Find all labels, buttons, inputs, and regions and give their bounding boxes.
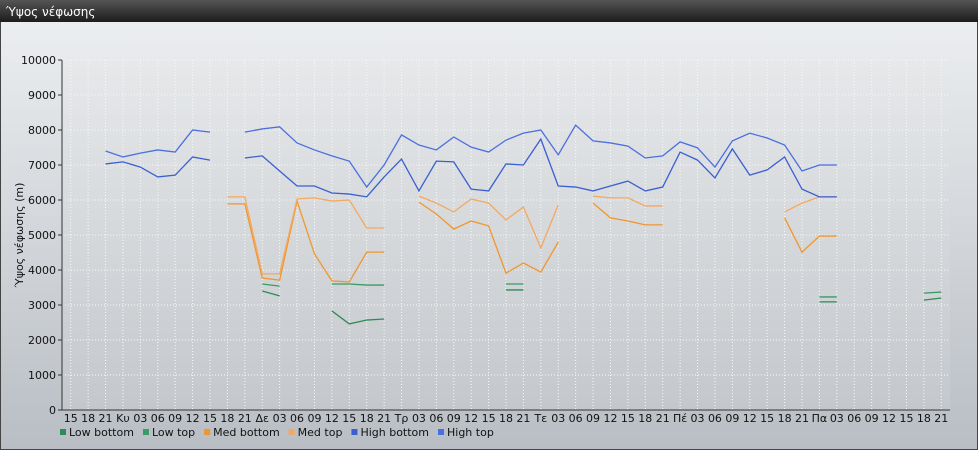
x-tick-label: 09 xyxy=(168,412,182,425)
chart-title: Ύψος νέφωσης xyxy=(5,5,95,19)
x-tick-label: 21 xyxy=(99,412,113,425)
legend-swatch xyxy=(438,429,444,435)
x-tick-label: Δε xyxy=(255,412,269,425)
x-tick-label: 21 xyxy=(795,412,809,425)
x-tick-label: 09 xyxy=(586,412,600,425)
series-line xyxy=(227,198,837,283)
x-tick-label: 06 xyxy=(847,412,861,425)
x-tick-label: 21 xyxy=(934,412,948,425)
x-tick-label: 09 xyxy=(725,412,739,425)
series-line xyxy=(105,137,837,198)
x-tick-label: 21 xyxy=(516,412,530,425)
x-tick-label: 06 xyxy=(708,412,722,425)
x-tick-label: 06 xyxy=(569,412,583,425)
x-tick-label: 09 xyxy=(307,412,321,425)
legend-label: Med top xyxy=(298,426,343,439)
series-line xyxy=(227,195,837,275)
x-tick-label: 18 xyxy=(499,412,513,425)
series-line xyxy=(262,283,942,298)
x-tick-label: 18 xyxy=(220,412,234,425)
x-tick-label: 12 xyxy=(882,412,896,425)
x-tick-label: 03 xyxy=(830,412,844,425)
x-tick-label: 12 xyxy=(186,412,200,425)
y-tick-label: 7000 xyxy=(28,159,56,172)
legend-label: Low top xyxy=(152,426,195,439)
x-tick-label: Πα xyxy=(812,412,828,425)
y-tick-label: 0 xyxy=(49,404,56,417)
x-tick-label: 09 xyxy=(447,412,461,425)
x-tick-label: 12 xyxy=(325,412,339,425)
y-tick-label: 3000 xyxy=(28,299,56,312)
x-tick-label: 18 xyxy=(917,412,931,425)
x-tick-label: 18 xyxy=(81,412,95,425)
x-tick-label: Τρ xyxy=(394,412,409,425)
series-line xyxy=(105,124,837,189)
legend-swatch xyxy=(288,429,295,435)
legend-label: High top xyxy=(447,426,494,439)
y-tick-label: 1000 xyxy=(28,369,56,382)
title-bar xyxy=(0,0,978,22)
x-tick-label: 15 xyxy=(899,412,913,425)
x-tick-label: 03 xyxy=(551,412,565,425)
x-tick-label: 03 xyxy=(691,412,705,425)
x-tick-label: 15 xyxy=(482,412,496,425)
x-tick-label: 06 xyxy=(429,412,443,425)
x-tick-label: Πέ xyxy=(673,412,687,425)
x-tick-label: 09 xyxy=(865,412,879,425)
x-tick-label: 06 xyxy=(290,412,304,425)
x-tick-label: 18 xyxy=(360,412,374,425)
y-tick-label: 4000 xyxy=(28,264,56,277)
x-tick-label: 21 xyxy=(377,412,391,425)
y-tick-label: 2000 xyxy=(28,334,56,347)
x-tick-label: 21 xyxy=(656,412,670,425)
x-tick-label: 18 xyxy=(778,412,792,425)
legend-swatch xyxy=(60,429,66,435)
x-tick-label: 15 xyxy=(621,412,635,425)
x-tick-label: 21 xyxy=(238,412,252,425)
x-tick-label: 03 xyxy=(412,412,426,425)
y-tick-label: 8000 xyxy=(28,124,56,137)
legend-swatch xyxy=(142,429,149,435)
x-tick-label: 12 xyxy=(743,412,757,425)
legend-label: Med bottom xyxy=(213,426,280,439)
legend-swatch xyxy=(351,429,358,435)
x-tick-label: 18 xyxy=(638,412,652,425)
y-tick-label: 9000 xyxy=(28,89,56,102)
x-tick-label: Τε xyxy=(533,412,547,425)
y-tick-label: 10000 xyxy=(21,54,56,67)
x-tick-label: 15 xyxy=(64,412,78,425)
x-tick-label: 03 xyxy=(133,412,147,425)
x-tick-label: 15 xyxy=(760,412,774,425)
x-tick-label: Κυ xyxy=(116,412,130,425)
legend-label: Low bottom xyxy=(69,426,134,439)
x-tick-label: 03 xyxy=(273,412,287,425)
y-axis-label: Ύψος νέφωσης (m) xyxy=(13,183,26,289)
x-tick-label: 15 xyxy=(203,412,217,425)
x-tick-label: 12 xyxy=(464,412,478,425)
y-tick-label: 5000 xyxy=(28,229,56,242)
x-tick-label: 15 xyxy=(342,412,356,425)
y-tick-label: 6000 xyxy=(28,194,56,207)
x-tick-label: 06 xyxy=(151,412,165,425)
legend-label: High bottom xyxy=(360,426,429,439)
legend-swatch xyxy=(204,429,211,435)
x-tick-label: 12 xyxy=(603,412,617,425)
series-line xyxy=(262,289,942,325)
